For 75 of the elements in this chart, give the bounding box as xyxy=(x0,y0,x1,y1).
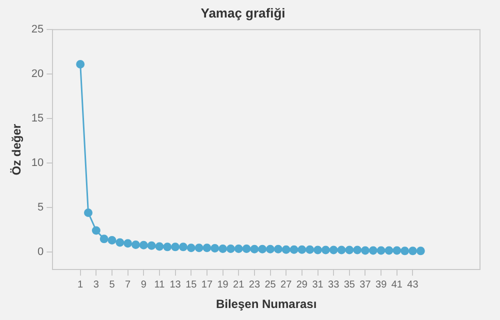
x-tick-label: 39 xyxy=(376,279,388,290)
point xyxy=(345,246,354,254)
x-axis-title: Bileşen Numarası xyxy=(216,297,317,312)
x-tick-label: 15 xyxy=(186,279,198,290)
point xyxy=(186,244,196,252)
x-tick-label: 9 xyxy=(140,279,147,290)
point xyxy=(84,208,92,217)
point xyxy=(194,244,204,252)
point xyxy=(234,244,243,253)
y-tick-label: 15 xyxy=(31,112,44,125)
x-tick-label: 33 xyxy=(328,279,340,290)
point xyxy=(226,244,235,253)
point xyxy=(116,238,124,247)
y-tick-label: 10 xyxy=(31,156,44,169)
x-tick-label: 11 xyxy=(154,279,166,290)
chart-title: Yamaç grafiği xyxy=(200,5,286,20)
point xyxy=(139,240,148,250)
point xyxy=(218,244,228,253)
point xyxy=(353,246,362,254)
point xyxy=(100,234,108,244)
x-tick-label: 17 xyxy=(201,279,213,290)
point xyxy=(250,244,259,254)
x-tick-label: 41 xyxy=(391,279,403,290)
point xyxy=(124,239,132,248)
x-tick-label: 29 xyxy=(296,279,308,290)
point xyxy=(274,244,282,254)
x-tick-label: 13 xyxy=(170,279,182,290)
point xyxy=(416,246,425,256)
x-tick-label: 31 xyxy=(312,279,324,290)
x-tick-label: 25 xyxy=(264,279,276,290)
point xyxy=(178,242,188,252)
point xyxy=(400,246,410,256)
point xyxy=(155,242,164,251)
point xyxy=(376,246,386,255)
x-tick-label: 27 xyxy=(280,279,292,290)
y-tick-label: 5 xyxy=(38,201,44,214)
point xyxy=(298,245,306,254)
y-tick-label: 0 xyxy=(38,246,44,258)
point xyxy=(282,245,290,254)
point xyxy=(266,244,275,254)
x-tick-label: 37 xyxy=(360,279,372,290)
point xyxy=(321,246,330,254)
point xyxy=(384,246,394,255)
x-tick-label: 7 xyxy=(125,279,132,290)
point xyxy=(92,226,100,235)
point xyxy=(242,244,251,253)
point xyxy=(408,246,417,256)
point xyxy=(210,244,220,253)
point xyxy=(314,246,322,254)
point xyxy=(147,241,156,250)
point xyxy=(131,240,140,249)
point xyxy=(368,246,378,255)
x-tick-label: 3 xyxy=(93,279,100,290)
x-tick-label: 21 xyxy=(233,279,245,290)
point xyxy=(258,244,267,254)
point xyxy=(337,246,346,254)
point xyxy=(76,60,85,69)
point xyxy=(392,246,402,255)
x-tick-label: 19 xyxy=(217,279,229,290)
x-tick-label: 35 xyxy=(344,279,356,290)
x-tick-label: 5 xyxy=(109,279,116,290)
point xyxy=(329,246,338,254)
x-tick-label: 1 xyxy=(78,279,84,290)
x-tick-label: 43 xyxy=(407,279,419,290)
point xyxy=(360,246,370,255)
point xyxy=(108,236,116,245)
point xyxy=(306,245,314,254)
y-tick-label: 20 xyxy=(31,68,44,80)
x-tick-label: 23 xyxy=(248,279,260,290)
y-axis-title: Öz değer xyxy=(10,124,24,176)
point xyxy=(171,242,180,252)
point xyxy=(202,244,212,252)
point xyxy=(163,242,172,252)
point xyxy=(290,245,298,254)
y-tick-label: 25 xyxy=(31,24,44,36)
